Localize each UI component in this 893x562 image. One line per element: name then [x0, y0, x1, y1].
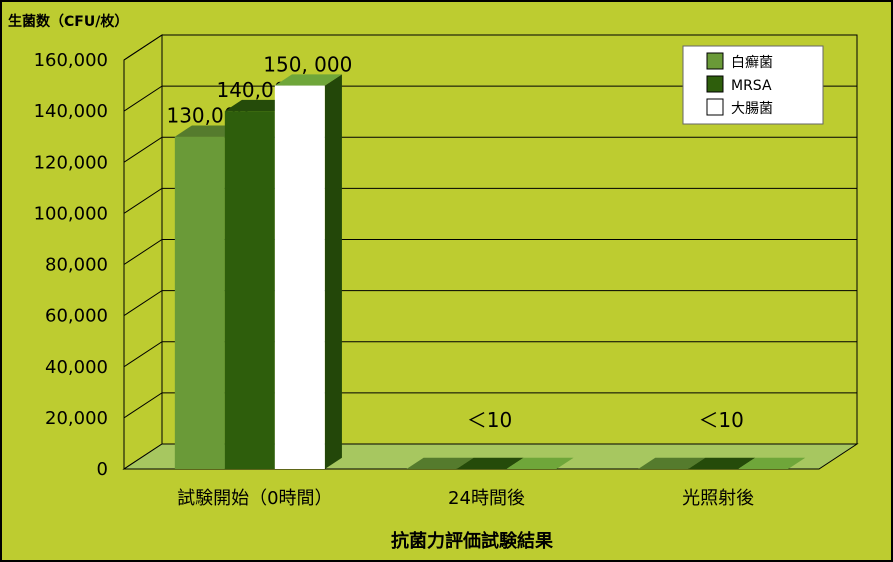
- gridline: [123, 239, 857, 265]
- bar-top: [406, 457, 474, 469]
- y-tick-label: 0: [97, 459, 108, 480]
- gridline: [123, 136, 857, 163]
- bar-side: [556, 457, 574, 469]
- y-axis-label: 生菌数（CFU/枚）: [8, 13, 128, 30]
- data-label: 150, 000: [263, 53, 352, 77]
- y-tick-label: 20,000: [45, 408, 108, 429]
- legend-label: 白癬菌: [731, 54, 773, 71]
- bar-top: [638, 457, 706, 469]
- gridline: [123, 341, 857, 368]
- bar-side: [324, 74, 342, 469]
- bar: [224, 111, 275, 469]
- legend-swatch: [706, 52, 724, 70]
- data-label: ＜10: [467, 408, 512, 432]
- y-tick-label: 120,000: [34, 152, 108, 173]
- bar-top: [506, 457, 574, 469]
- data-label: ＜10: [698, 408, 743, 432]
- gridline: [123, 290, 857, 317]
- y-tick-label: 160,000: [34, 50, 108, 71]
- bar-top: [274, 74, 342, 86]
- gridline: [123, 85, 857, 112]
- x-category-label: 試験開始（0時間）: [177, 488, 332, 509]
- y-tick-label: 40,000: [45, 357, 108, 378]
- legend-label: 大腸菌: [731, 101, 773, 117]
- x-axis-label: 抗菌力評価試験結果: [391, 530, 554, 552]
- bar: [174, 136, 225, 469]
- legend-swatch: [706, 98, 724, 116]
- y-tick-label: 80,000: [45, 255, 108, 276]
- gridline: [123, 187, 857, 214]
- x-category-label: 24時間後: [448, 488, 525, 509]
- bar: [274, 85, 325, 469]
- gridline: [123, 392, 857, 419]
- gridline: [123, 34, 857, 61]
- bar-side: [788, 457, 806, 469]
- y-tick-label: 100,000: [34, 203, 108, 224]
- x-category-label: 光照射後: [682, 488, 754, 509]
- bar-top: [688, 457, 756, 469]
- bar-top: [738, 457, 806, 469]
- y-tick-label: 140,000: [34, 101, 108, 122]
- legend-box: [682, 45, 824, 125]
- legend-swatch: [706, 75, 724, 93]
- bar-top: [456, 457, 524, 469]
- y-tick-label: 60,000: [45, 306, 108, 327]
- legend-label: MRSA: [731, 78, 772, 94]
